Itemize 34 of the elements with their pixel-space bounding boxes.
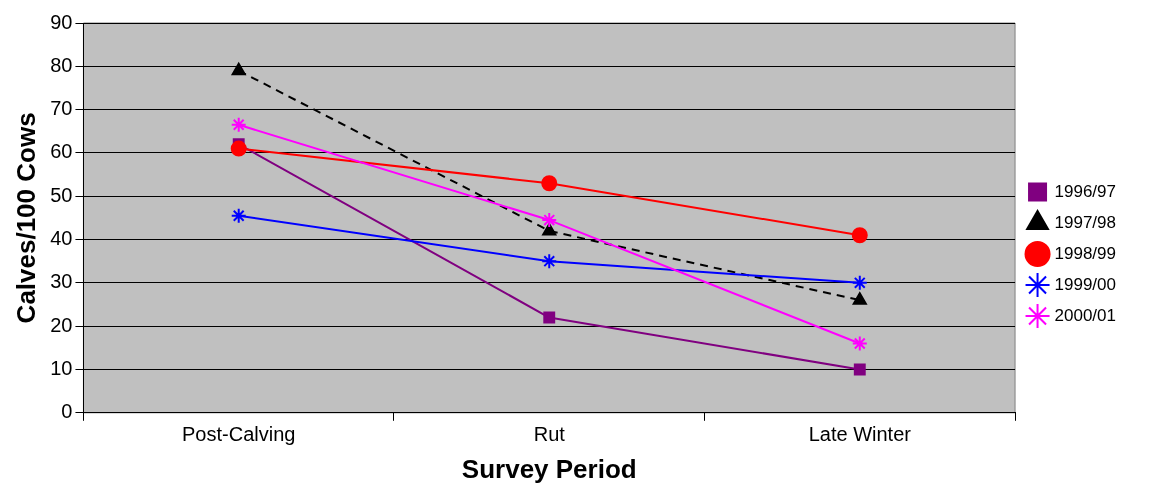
point (853, 363, 866, 376)
legend-label: 1999/00 (1054, 274, 1116, 294)
y-tick-label: 10 (50, 357, 73, 379)
point (851, 227, 868, 244)
legend-label: 1998/99 (1054, 243, 1116, 263)
x-axis-title: Survey Period (461, 453, 637, 484)
y-tick-label: 20 (50, 313, 73, 336)
legend-label: 1997/98 (1054, 212, 1116, 232)
y-tick-label: 60 (50, 140, 73, 163)
point (231, 62, 246, 76)
y-tick-label: 0 (61, 400, 73, 423)
point (230, 140, 247, 157)
y-tick-label: 30 (50, 270, 73, 293)
y-axis-title: Calves/100 Cows (10, 112, 41, 324)
legend-label: 2000/01 (1054, 305, 1116, 325)
point (230, 207, 247, 224)
point (541, 212, 558, 229)
y-tick-label: 70 (50, 97, 73, 120)
x-tick-label: Late Winter (808, 423, 912, 446)
point (851, 274, 868, 291)
point (541, 175, 558, 192)
y-tick-label: 90 (50, 10, 73, 33)
y-tick-label: 40 (50, 227, 73, 250)
legend-label: 1996/97 (1054, 181, 1116, 201)
x-tick-label: Rut (533, 423, 566, 446)
x-tick-label: Post-Calving (182, 423, 296, 446)
point (542, 222, 557, 236)
point (541, 253, 558, 270)
point (543, 311, 556, 324)
point (852, 292, 867, 305)
y-tick-label: 80 (50, 53, 73, 76)
point (851, 335, 868, 352)
y-tick-label: 50 (50, 183, 73, 206)
point (230, 116, 247, 133)
